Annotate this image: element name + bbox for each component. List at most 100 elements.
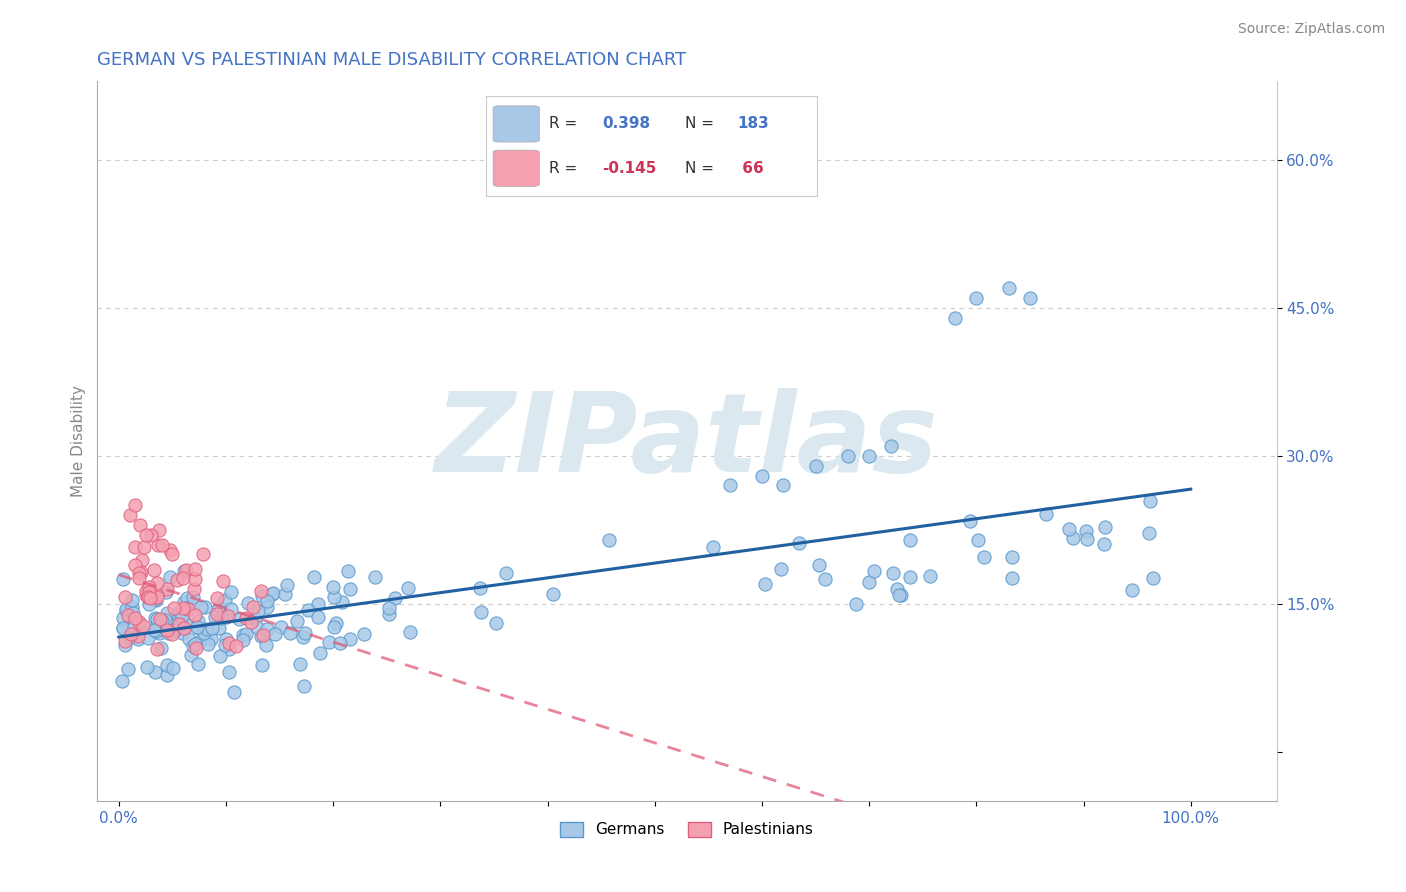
Point — [142, 562, 165, 576]
Point — [1121, 582, 1143, 597]
Point — [139, 527, 162, 541]
Point — [250, 590, 273, 604]
Point — [1142, 571, 1164, 585]
Point — [120, 630, 142, 644]
Point — [148, 538, 170, 552]
Point — [218, 642, 240, 657]
Point — [890, 588, 912, 602]
Point — [170, 625, 193, 640]
Point — [138, 585, 160, 599]
Point — [702, 541, 724, 555]
Point — [214, 639, 236, 653]
Point — [170, 608, 193, 623]
Point — [165, 616, 187, 631]
Point — [121, 599, 143, 614]
Point — [115, 604, 138, 618]
Point — [208, 599, 231, 614]
Point — [112, 621, 135, 635]
Point — [1019, 291, 1042, 305]
Point — [200, 632, 222, 646]
Point — [1062, 531, 1084, 545]
Point — [322, 580, 344, 594]
Point — [252, 628, 274, 642]
Text: Source: ZipAtlas.com: Source: ZipAtlas.com — [1237, 22, 1385, 37]
Point — [307, 610, 329, 624]
Point — [179, 632, 201, 647]
Point — [174, 563, 197, 577]
Point — [159, 543, 181, 558]
Point — [238, 596, 260, 610]
Point — [165, 621, 187, 635]
Point — [250, 584, 273, 599]
Point — [183, 638, 205, 652]
Point — [218, 636, 240, 650]
Point — [167, 607, 190, 622]
Point — [1092, 537, 1115, 551]
Point — [247, 604, 270, 618]
Point — [114, 638, 136, 652]
Point — [219, 584, 242, 599]
Point — [131, 565, 153, 579]
Point — [339, 582, 361, 597]
Point — [162, 548, 184, 562]
Point — [290, 657, 312, 672]
Point — [135, 588, 157, 602]
Point — [751, 468, 773, 483]
Point — [209, 649, 232, 664]
Point — [183, 582, 205, 596]
Point — [204, 609, 226, 624]
Point — [814, 572, 837, 586]
Point — [162, 627, 184, 641]
Point — [264, 627, 287, 641]
Point — [143, 665, 166, 679]
Point — [837, 449, 859, 463]
Point — [184, 572, 207, 586]
Point — [146, 588, 169, 602]
Point — [145, 590, 167, 604]
Point — [225, 639, 247, 653]
Point — [184, 608, 207, 623]
Point — [212, 574, 235, 589]
Point — [214, 592, 236, 607]
Point — [1137, 525, 1160, 540]
Point — [134, 541, 156, 555]
Point — [1074, 524, 1097, 539]
Point — [217, 609, 239, 624]
Point — [898, 533, 921, 548]
Point — [163, 601, 186, 615]
Point — [135, 584, 157, 599]
Point — [122, 606, 145, 620]
Point — [339, 632, 361, 646]
Point — [495, 566, 517, 581]
Point — [195, 622, 218, 636]
Point — [112, 621, 135, 635]
Point — [1057, 522, 1080, 536]
Point — [262, 586, 284, 600]
Point — [145, 592, 167, 607]
Point — [294, 626, 316, 640]
Point — [274, 587, 297, 601]
Point — [146, 575, 169, 590]
Point — [172, 570, 194, 584]
Point — [396, 581, 419, 595]
Point — [378, 600, 401, 615]
Point — [114, 634, 136, 648]
Point — [132, 618, 155, 632]
Point — [201, 621, 224, 635]
Point — [377, 607, 399, 622]
Point — [124, 611, 146, 625]
Point — [323, 620, 346, 634]
Point — [112, 611, 135, 625]
Point — [156, 582, 179, 596]
Point — [156, 657, 179, 672]
Point — [156, 623, 179, 637]
Point — [145, 624, 167, 638]
Point — [191, 547, 214, 561]
Point — [256, 599, 278, 614]
Text: GERMAN VS PALESTINIAN MALE DISABILITY CORRELATION CHART: GERMAN VS PALESTINIAN MALE DISABILITY CO… — [97, 51, 686, 69]
Point — [209, 610, 232, 624]
Point — [176, 591, 198, 606]
Point — [353, 626, 375, 640]
Point — [143, 591, 166, 606]
Point — [167, 616, 190, 631]
